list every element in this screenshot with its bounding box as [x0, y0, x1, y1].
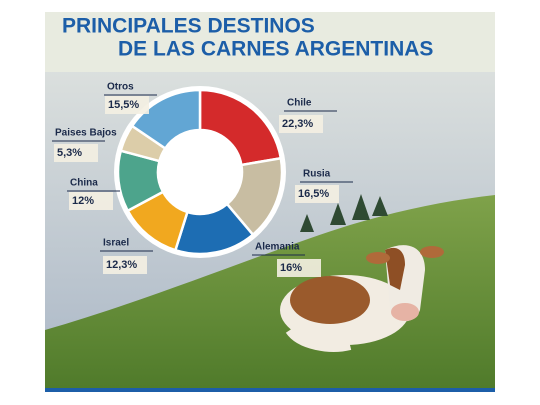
- value-label-box: [54, 144, 98, 162]
- header-band: [45, 12, 495, 72]
- category-label: Israel: [103, 238, 129, 249]
- value-label: 12,3%: [106, 259, 137, 271]
- trees: [300, 194, 388, 232]
- value-label-box: [105, 96, 149, 114]
- chart-title: DE LAS CARNES ARGENTINAS: [118, 38, 433, 61]
- value-label-box: [103, 256, 147, 274]
- chart-title: PRINCIPALES DESTINOS: [62, 15, 315, 38]
- cow: [280, 245, 444, 352]
- value-label: 22,3%: [282, 118, 313, 130]
- category-label: Otros: [107, 82, 134, 93]
- value-label-box: [279, 115, 323, 133]
- value-label: 16,5%: [298, 188, 329, 200]
- donut-segment: [198, 88, 283, 167]
- value-label: 12%: [72, 195, 94, 207]
- value-label-box: [295, 185, 339, 203]
- value-label: 5,3%: [57, 147, 82, 159]
- hill: [45, 195, 495, 392]
- category-label: Rusia: [303, 169, 331, 180]
- category-label: China: [70, 178, 98, 189]
- category-label: Chile: [287, 98, 312, 109]
- category-label: Paises Bajos: [55, 128, 117, 139]
- value-label: 15,5%: [108, 99, 139, 111]
- category-label: Alemania: [255, 242, 300, 253]
- value-label-box: [277, 259, 321, 277]
- value-label: 16%: [280, 262, 302, 274]
- bottom-rule: [45, 388, 495, 392]
- value-label-box: [69, 192, 113, 210]
